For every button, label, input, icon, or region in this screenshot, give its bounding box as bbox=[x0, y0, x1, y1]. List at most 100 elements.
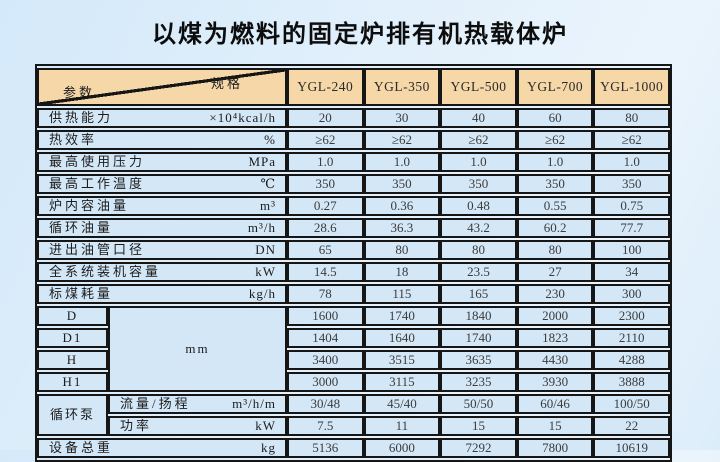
param-unit: ×10⁴kcal/h bbox=[209, 110, 276, 125]
value-cell: 100/50 bbox=[593, 394, 670, 414]
param-unit: % bbox=[264, 132, 276, 147]
value-cell: 3888 bbox=[593, 372, 670, 392]
value-cell: 1740 bbox=[363, 306, 441, 326]
param-label-cell: 全系统装机容量 kW bbox=[37, 262, 287, 282]
value-cell: 100 bbox=[593, 240, 670, 260]
param-label-cell: 进出油管口径 DN bbox=[37, 240, 287, 260]
value-cell: 18 bbox=[363, 262, 441, 282]
param-unit: m³ bbox=[259, 198, 276, 213]
param-label-cell: 炉内容油量 m³ bbox=[37, 196, 287, 216]
dimension-label: H1 bbox=[37, 372, 108, 392]
value-cell: 230 bbox=[516, 284, 594, 304]
param-label: 标煤耗量 bbox=[49, 286, 114, 301]
value-cell: 30/48 bbox=[287, 394, 364, 414]
param-unit: kg/h bbox=[248, 286, 276, 301]
value-cell: 34 bbox=[593, 262, 670, 282]
value-cell: 3400 bbox=[287, 350, 364, 370]
value-cell: 3635 bbox=[440, 350, 517, 370]
param-unit: MPa bbox=[248, 154, 276, 169]
param-unit: kg bbox=[261, 440, 276, 455]
value-cell: 6000 bbox=[363, 438, 441, 458]
value-cell: 1740 bbox=[440, 328, 517, 348]
row-total-weight: 设备总重 kg 5136 6000 7292 7800 10619 bbox=[37, 438, 670, 458]
spec-table-wrap: 规格 参数 YGL-240 YGL-350 YGL-500 YGL-700 YG… bbox=[35, 64, 672, 462]
param-unit: m³/h bbox=[247, 220, 276, 235]
param-label-cell: 循环油量 m³/h bbox=[37, 218, 287, 238]
value-cell: 3515 bbox=[363, 350, 441, 370]
value-cell: ≥62 bbox=[287, 130, 364, 150]
value-cell: 350 bbox=[440, 174, 517, 194]
param-label-cell: 标煤耗量 kg/h bbox=[37, 284, 287, 304]
dimension-unit-cell: mm bbox=[108, 306, 287, 392]
param-label: 热效率 bbox=[49, 132, 98, 147]
value-cell: 45/40 bbox=[363, 394, 441, 414]
param-label: 设备总重 bbox=[49, 440, 114, 455]
value-cell: 1.0 bbox=[516, 152, 594, 172]
value-cell: ≥62 bbox=[516, 130, 594, 150]
value-cell: 1600 bbox=[287, 306, 364, 326]
value-cell: 1823 bbox=[516, 328, 594, 348]
value-cell: 350 bbox=[363, 174, 441, 194]
corner-spec-label: 规格 bbox=[210, 76, 243, 91]
value-cell: 23.5 bbox=[440, 262, 517, 282]
value-cell: 27 bbox=[516, 262, 594, 282]
value-cell: 350 bbox=[287, 174, 364, 194]
value-cell: 2300 bbox=[593, 306, 670, 326]
value-cell: 40 bbox=[440, 108, 517, 128]
value-cell: 15 bbox=[440, 416, 517, 436]
value-cell: 1.0 bbox=[363, 152, 441, 172]
value-cell: 0.55 bbox=[516, 196, 594, 216]
value-cell: 115 bbox=[363, 284, 441, 304]
value-cell: 165 bbox=[440, 284, 517, 304]
corner-cell: 规格 参数 bbox=[37, 68, 287, 106]
row-installed-power: 全系统装机容量 kW 14.5 18 23.5 27 34 bbox=[37, 262, 670, 282]
param-label-cell: 供热能力 ×10⁴kcal/h bbox=[37, 108, 287, 128]
dimension-label: D bbox=[37, 306, 108, 326]
row-pump-flow: 循环泵 流量/扬程 m³/h/m 30/48 45/40 50/50 60/46 … bbox=[37, 394, 670, 436]
row-dimension-h: H 3400 3515 3635 4430 4288 bbox=[37, 350, 670, 370]
value-cell: 14.5 bbox=[287, 262, 364, 282]
value-cell: 1640 bbox=[363, 328, 441, 348]
value-cell: 60.2 bbox=[516, 218, 594, 238]
row-max-temperature: 最高工作温度 ℃ 350 350 350 350 350 bbox=[37, 174, 670, 194]
row-thermal-efficiency: 热效率% ≥62 ≥62 ≥62 ≥62 ≥62 bbox=[37, 130, 670, 150]
value-cell: 4288 bbox=[593, 350, 670, 370]
value-cell: 3235 bbox=[440, 372, 517, 392]
value-cell: 80 bbox=[363, 240, 441, 260]
page-title: 以煤为燃料的固定炉排有机热载体炉 bbox=[152, 21, 568, 48]
row-max-pressure: 最高使用压力 MPa 1.0 1.0 1.0 1.0 1.0 bbox=[37, 152, 670, 172]
param-label-cell: 功率 kW bbox=[108, 416, 287, 436]
param-unit: ℃ bbox=[260, 176, 276, 191]
row-dimension-d: D mm 1600 1740 1840 2000 2300 bbox=[37, 306, 670, 392]
param-label-cell: 最高使用压力 MPa bbox=[37, 152, 287, 172]
value-cell: 2000 bbox=[516, 306, 594, 326]
value-cell: 1.0 bbox=[287, 152, 364, 172]
param-label: 最高使用压力 bbox=[49, 154, 146, 169]
value-cell: 22 bbox=[593, 416, 670, 436]
value-cell: 60 bbox=[516, 108, 594, 128]
value-cell: 36.3 bbox=[363, 218, 441, 238]
param-unit: kW bbox=[255, 264, 276, 279]
param-unit: m³/h/m bbox=[232, 396, 276, 411]
value-cell: 43.2 bbox=[440, 218, 517, 238]
corner-param-label: 参数 bbox=[63, 85, 96, 100]
row-oil-volume: 炉内容油量 m³ 0.27 0.36 0.48 0.55 0.75 bbox=[37, 196, 670, 216]
value-cell: 50/50 bbox=[440, 394, 517, 414]
column-header-ygl-500: YGL-500 bbox=[440, 68, 517, 106]
value-cell: 80 bbox=[440, 240, 517, 260]
value-cell: 7292 bbox=[440, 438, 517, 458]
value-cell: 7.5 bbox=[287, 416, 364, 436]
column-header-ygl-1000: YGL-1000 bbox=[593, 68, 670, 106]
value-cell: 1.0 bbox=[440, 152, 517, 172]
dimension-label: D1 bbox=[37, 328, 108, 348]
param-unit: kW bbox=[255, 418, 276, 433]
value-cell: 11 bbox=[363, 416, 441, 436]
value-cell: ≥62 bbox=[440, 130, 517, 150]
header-row: 规格 参数 YGL-240 YGL-350 YGL-500 YGL-700 YG… bbox=[37, 68, 670, 106]
value-cell: 1.0 bbox=[593, 152, 670, 172]
pump-group-label: 循环泵 bbox=[37, 394, 108, 436]
row-pipe-diameter: 进出油管口径 DN 65 80 80 80 100 bbox=[37, 240, 670, 260]
param-unit: DN bbox=[255, 242, 276, 257]
value-cell: 3000 bbox=[287, 372, 364, 392]
param-label: 最高工作温度 bbox=[49, 176, 146, 191]
